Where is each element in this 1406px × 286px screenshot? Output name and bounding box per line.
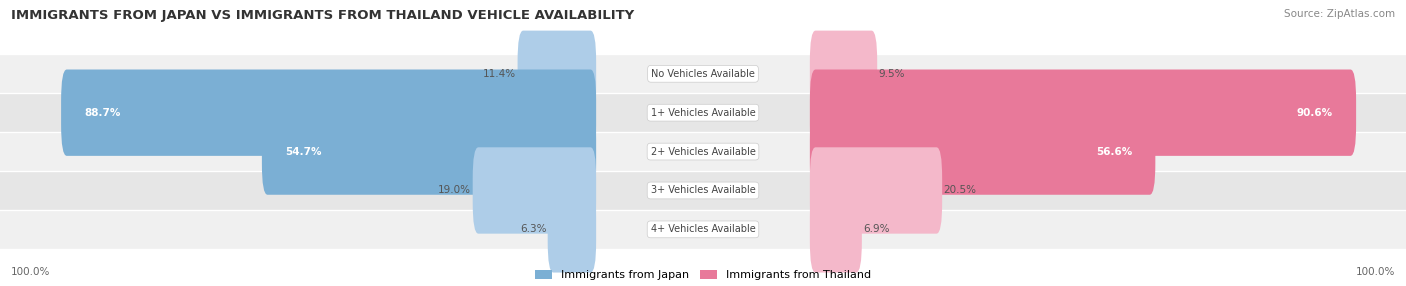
FancyBboxPatch shape: [810, 31, 877, 117]
Bar: [0, 132, 1406, 171]
FancyBboxPatch shape: [810, 69, 1357, 156]
Legend: Immigrants from Japan, Immigrants from Thailand: Immigrants from Japan, Immigrants from T…: [536, 270, 870, 281]
Text: 56.6%: 56.6%: [1095, 147, 1132, 156]
Text: 6.9%: 6.9%: [863, 225, 890, 234]
Text: 4+ Vehicles Available: 4+ Vehicles Available: [651, 225, 755, 234]
FancyBboxPatch shape: [548, 186, 596, 273]
Text: 1+ Vehicles Available: 1+ Vehicles Available: [651, 108, 755, 118]
Text: IMMIGRANTS FROM JAPAN VS IMMIGRANTS FROM THAILAND VEHICLE AVAILABILITY: IMMIGRANTS FROM JAPAN VS IMMIGRANTS FROM…: [11, 9, 634, 21]
FancyBboxPatch shape: [472, 147, 596, 234]
Text: No Vehicles Available: No Vehicles Available: [651, 69, 755, 79]
FancyBboxPatch shape: [810, 147, 942, 234]
FancyBboxPatch shape: [262, 108, 596, 195]
Text: 54.7%: 54.7%: [285, 147, 322, 156]
FancyBboxPatch shape: [517, 31, 596, 117]
Bar: [0, 171, 1406, 210]
Text: 90.6%: 90.6%: [1296, 108, 1333, 118]
FancyBboxPatch shape: [60, 69, 596, 156]
Text: 100.0%: 100.0%: [1355, 267, 1395, 277]
Text: 3+ Vehicles Available: 3+ Vehicles Available: [651, 186, 755, 195]
Text: 11.4%: 11.4%: [484, 69, 516, 79]
FancyBboxPatch shape: [810, 186, 862, 273]
Text: 2+ Vehicles Available: 2+ Vehicles Available: [651, 147, 755, 156]
Text: 20.5%: 20.5%: [943, 186, 977, 195]
Bar: [0, 210, 1406, 249]
Text: 9.5%: 9.5%: [879, 69, 905, 79]
FancyBboxPatch shape: [810, 108, 1156, 195]
Text: 19.0%: 19.0%: [439, 186, 471, 195]
Text: 100.0%: 100.0%: [11, 267, 51, 277]
Bar: [0, 93, 1406, 132]
Text: 88.7%: 88.7%: [84, 108, 121, 118]
Text: 6.3%: 6.3%: [520, 225, 547, 234]
Text: Source: ZipAtlas.com: Source: ZipAtlas.com: [1284, 9, 1395, 19]
Bar: [0, 54, 1406, 93]
